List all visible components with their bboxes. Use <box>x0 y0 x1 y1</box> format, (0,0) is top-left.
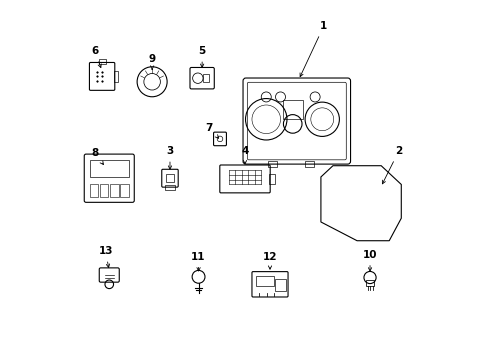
Bar <box>98 59 105 64</box>
Bar <box>100 184 108 197</box>
Text: 3: 3 <box>167 147 173 169</box>
Bar <box>256 276 274 286</box>
Bar <box>166 174 174 182</box>
Bar <box>121 184 129 197</box>
Text: 5: 5 <box>198 46 206 67</box>
Bar <box>165 185 174 190</box>
Bar <box>90 160 129 177</box>
Text: 8: 8 <box>91 148 103 165</box>
Text: 11: 11 <box>191 252 206 271</box>
Bar <box>114 71 118 82</box>
Bar <box>283 100 303 119</box>
Text: 12: 12 <box>263 252 277 269</box>
Bar <box>305 161 314 167</box>
Text: 13: 13 <box>98 247 113 267</box>
Bar <box>275 279 286 291</box>
Text: 9: 9 <box>148 54 156 69</box>
Bar <box>110 184 119 197</box>
Text: 6: 6 <box>91 46 101 68</box>
Bar <box>203 74 209 82</box>
Bar <box>269 161 277 167</box>
Text: 10: 10 <box>363 250 377 271</box>
Bar <box>366 280 374 286</box>
Text: 7: 7 <box>206 123 219 138</box>
Bar <box>269 174 275 184</box>
Bar <box>90 184 98 197</box>
Text: 1: 1 <box>300 21 327 77</box>
Text: 2: 2 <box>382 147 402 184</box>
Text: 4: 4 <box>241 147 249 164</box>
